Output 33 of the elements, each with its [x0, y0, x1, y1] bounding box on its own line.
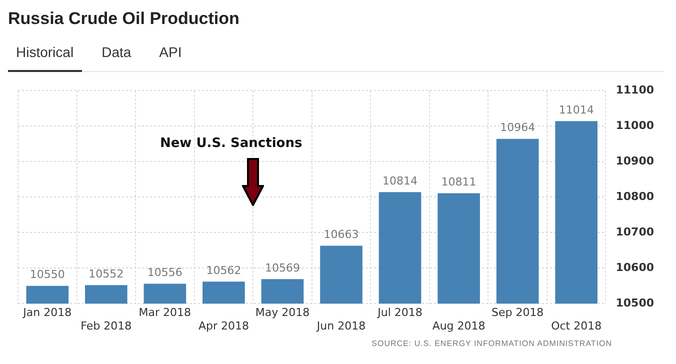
x-tick-label: Sep 2018 — [491, 306, 544, 320]
x-tick-label: Oct 2018 — [551, 319, 602, 332]
text: API — [158, 44, 183, 62]
text: Data — [100, 44, 132, 62]
text: Historical — [8, 44, 82, 72]
x-tick-label: Feb 2018 — [80, 319, 132, 332]
data-label: 10550 — [30, 268, 65, 282]
x-tick-label: Jul 2018 — [376, 306, 422, 320]
source-note: SOURCE: U.S. ENERGY INFORMATION ADMINISTRATION — [372, 339, 612, 348]
x-tick-label: Jun 2018 — [316, 319, 366, 332]
x-tick-label: Aug 2018 — [432, 319, 486, 332]
data-label: 10964 — [500, 121, 536, 134]
data-label: 10811 — [441, 176, 476, 189]
y-tick-label: 10900 — [616, 154, 654, 168]
annotation: New U.S. Sanctions — [160, 136, 302, 152]
chart-title: Russia Crude Oil Production — [8, 9, 240, 29]
y-tick-label: 11000 — [616, 118, 654, 132]
x-tick-label: Jan 2018 — [22, 306, 72, 320]
y-tick-label: 10800 — [616, 190, 654, 203]
y-tick-label: 11100 — [616, 83, 654, 96]
data-label: 10814 — [382, 174, 418, 188]
data-label: 10556 — [147, 266, 182, 280]
y-tick-label: 10700 — [616, 225, 654, 238]
x-tick-label: Mar 2018 — [138, 306, 192, 320]
data-label: 10552 — [88, 268, 124, 280]
data-label: 11014 — [558, 103, 594, 116]
x-tick-label: May 2018 — [255, 306, 310, 320]
data-label: 10569 — [264, 261, 300, 274]
y-tick-label: 10500 — [616, 296, 654, 310]
y-tick-label: 10600 — [616, 260, 654, 274]
data-label: 10562 — [206, 264, 242, 277]
x-tick-label: Apr 2018 — [198, 319, 249, 332]
data-label: 10663 — [324, 228, 359, 242]
